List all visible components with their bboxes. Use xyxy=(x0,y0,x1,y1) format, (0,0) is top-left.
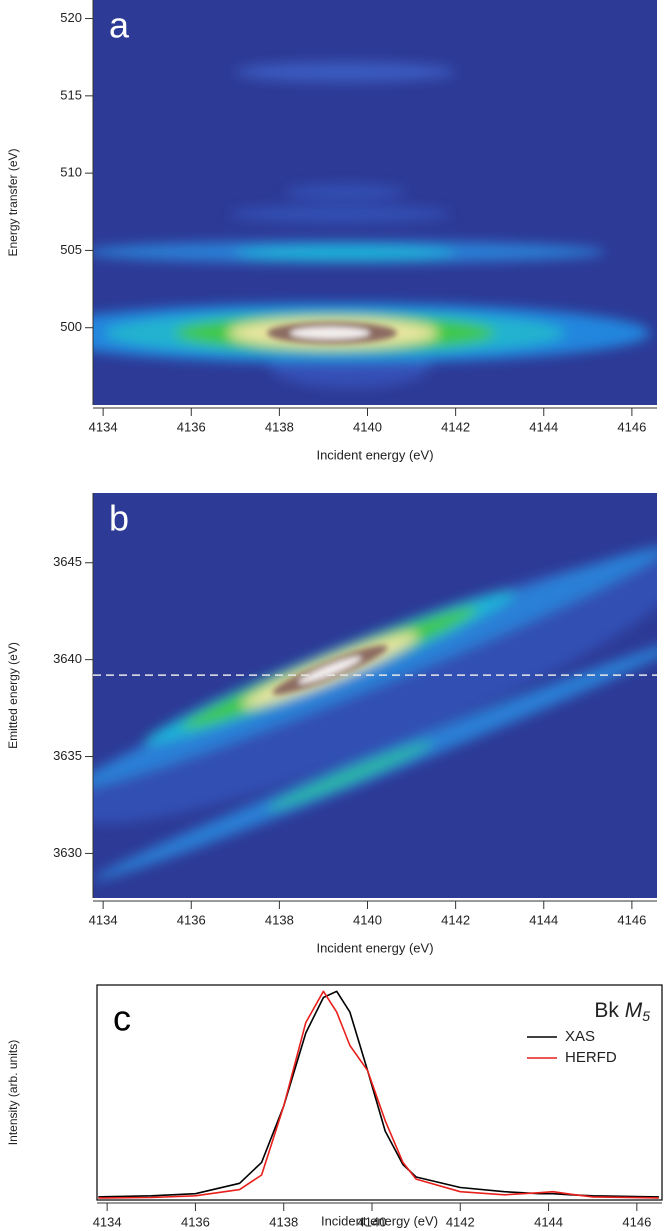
feature xyxy=(285,184,405,200)
panel-label: a xyxy=(109,5,130,46)
panel-annotation: Bk M5 xyxy=(594,999,650,1024)
x-tick-label: 4142 xyxy=(441,912,470,927)
x-tick-label: 4140 xyxy=(358,1214,387,1229)
x-axis-title: Incident energy (eV) xyxy=(321,1213,438,1228)
legend-label: XAS xyxy=(565,1028,595,1045)
feature xyxy=(235,62,455,82)
annotation-subscript: 5 xyxy=(642,1008,650,1024)
y-axis-title: Intensity (arb. units) xyxy=(6,1040,20,1145)
x-tick-label: 4138 xyxy=(269,1214,298,1229)
panel-label: c xyxy=(113,998,131,1039)
x-axis-title: Incident energy (eV) xyxy=(316,940,433,955)
x-tick-label: 4144 xyxy=(529,419,558,434)
x-tick-label: 4144 xyxy=(534,1214,563,1229)
y-tick-label: 510 xyxy=(60,165,82,180)
feature xyxy=(298,656,362,684)
y-tick-label: 515 xyxy=(60,87,82,102)
feature xyxy=(266,741,434,811)
x-tick-label: 4144 xyxy=(529,912,558,927)
legend-label: HERFD xyxy=(565,1049,617,1066)
feature xyxy=(93,556,657,824)
panel-label: b xyxy=(109,498,129,539)
x-tick-label: 4136 xyxy=(181,1214,210,1229)
intensity-map xyxy=(93,493,657,898)
series-line xyxy=(98,990,659,1198)
y-tick-label: 3635 xyxy=(53,748,82,763)
map-core xyxy=(267,322,397,344)
plot-frame xyxy=(96,984,663,1201)
x-tick-label: 4136 xyxy=(177,912,206,927)
x-tick-label: 4140 xyxy=(353,912,382,927)
x-tick-label: 4136 xyxy=(177,419,206,434)
x-tick-label: 4142 xyxy=(441,419,470,434)
intensity-map xyxy=(93,0,657,405)
y-axis-title: Emitted energy (eV) xyxy=(6,642,20,749)
y-tick-label: 505 xyxy=(60,242,82,257)
y-tick-label: 500 xyxy=(60,319,82,334)
y-axis-title: Energy transfer (eV) xyxy=(6,148,20,256)
x-tick-label: 4134 xyxy=(89,912,118,927)
series-line xyxy=(98,990,659,1199)
y-tick-label: 520 xyxy=(60,10,82,25)
x-tick-label: 4142 xyxy=(446,1214,475,1229)
x-tick-label: 4146 xyxy=(617,912,646,927)
x-tick-label: 4134 xyxy=(93,1214,122,1229)
annotation-element: Bk xyxy=(594,999,619,1022)
x-axis-title: Incident energy (eV) xyxy=(316,447,433,462)
x-tick-label: 4138 xyxy=(265,912,294,927)
axes-layer: 4134 4136 4138 4140 4142 4144 4146 Incident ene… xyxy=(6,0,663,1229)
map-core xyxy=(272,645,388,695)
x-tick-label: 4146 xyxy=(622,1214,651,1229)
feature xyxy=(235,246,455,260)
annotation-edge: M xyxy=(625,999,643,1022)
x-tick-label: 4146 xyxy=(617,419,646,434)
x-tick-label: 4138 xyxy=(265,419,294,434)
y-tick-label: 3645 xyxy=(53,554,82,569)
y-tick-label: 3640 xyxy=(53,651,82,666)
x-tick-label: 4134 xyxy=(89,419,118,434)
x-tick-label: 4140 xyxy=(353,419,382,434)
feature xyxy=(230,205,450,223)
feature xyxy=(290,327,370,339)
y-tick-label: 3630 xyxy=(53,845,82,860)
